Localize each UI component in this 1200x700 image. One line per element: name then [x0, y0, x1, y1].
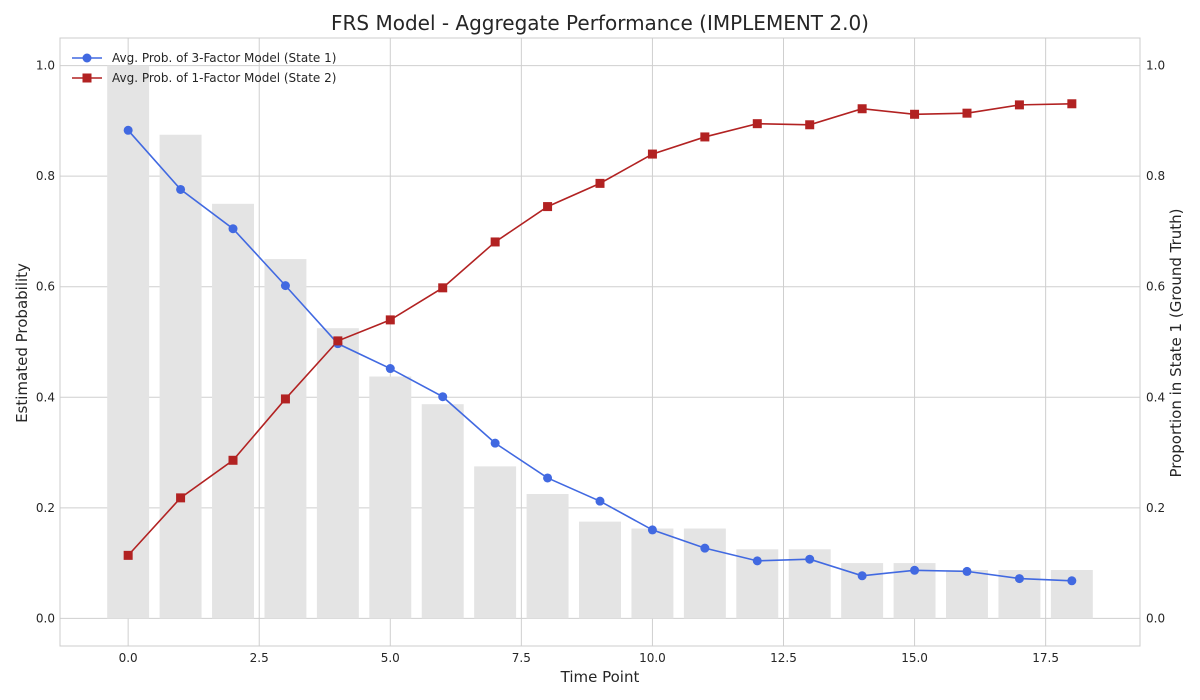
series-1-point — [910, 565, 920, 575]
legend-label-1: Avg. Prob. of 3-Factor Model (State 1) — [112, 51, 336, 65]
y-axis-label: Estimated Probability — [13, 263, 31, 423]
ground-truth-bar — [579, 521, 621, 619]
ground-truth-bar — [631, 528, 674, 619]
series-1-point — [490, 438, 500, 448]
y-tick-label: 0.4 — [36, 390, 55, 404]
y2-tick-layer: 0.0 0.2 0.4 0.6 0.8 1.0 — [1146, 59, 1165, 626]
series-2-point — [1014, 100, 1024, 110]
series-2-point — [438, 283, 448, 293]
series-1-point — [647, 525, 657, 535]
series-2-point — [123, 550, 133, 560]
series-2-point — [910, 109, 920, 119]
y-tick-label: 0.2 — [36, 501, 55, 515]
series-1-point — [280, 281, 290, 291]
series-2-point — [490, 237, 500, 247]
series-2-point — [280, 394, 290, 404]
x-tick-label: 10.0 — [639, 651, 666, 665]
legend: Avg. Prob. of 3-Factor Model (State 1) Av… — [72, 51, 336, 85]
chart-title: FRS Model - Aggregate Performance (IMPLE… — [331, 11, 869, 35]
y2-tick-label: 1.0 — [1146, 59, 1165, 73]
series-2-point — [752, 119, 762, 129]
y-tick-label: 0.8 — [36, 169, 55, 183]
ground-truth-bar — [159, 134, 202, 619]
ground-truth-bar — [683, 528, 726, 619]
y2-axis-label: Proportion in State 1 (Ground Truth) — [1167, 208, 1185, 477]
y-tick-label: 0.6 — [36, 280, 55, 294]
ground-truth-bar — [212, 203, 254, 619]
series-1-point — [1014, 574, 1024, 584]
series-1-point — [1067, 576, 1077, 586]
marker-layer — [123, 99, 1077, 586]
x-tick-layer: 0.0 2.5 5.0 7.5 10.0 12.5 15.0 17.5 — [119, 651, 1059, 665]
x-axis-label: Time Point — [560, 668, 640, 686]
series-1-point — [805, 554, 815, 564]
series-1-point — [228, 224, 238, 234]
series-2-point — [962, 108, 972, 118]
series-1-point — [176, 184, 186, 194]
x-tick-label: 2.5 — [250, 651, 269, 665]
series-2-point — [595, 178, 605, 188]
series-1-point — [123, 125, 133, 135]
legend-marker-2 — [82, 73, 92, 83]
series-1-point — [857, 571, 867, 581]
ground-truth-bar — [316, 328, 359, 619]
y2-tick-label: 0.6 — [1146, 280, 1165, 294]
ground-truth-bar — [526, 494, 569, 619]
x-tick-label: 12.5 — [770, 651, 797, 665]
series-2-point — [385, 315, 395, 325]
y-tick-label: 1.0 — [36, 59, 55, 73]
x-tick-label: 15.0 — [901, 651, 928, 665]
series-2-point — [176, 493, 186, 503]
x-tick-label: 5.0 — [381, 651, 400, 665]
y2-tick-label: 0.4 — [1146, 390, 1165, 404]
series-2-point — [333, 336, 343, 346]
x-tick-label: 0.0 — [119, 651, 138, 665]
series-2-point — [857, 104, 867, 114]
ground-truth-bar — [369, 376, 412, 619]
ground-truth-bar — [474, 466, 517, 619]
bar-layer — [107, 65, 1093, 619]
x-tick-label: 7.5 — [512, 651, 531, 665]
series-2-point — [543, 202, 553, 212]
series-1-point — [595, 496, 605, 506]
ground-truth-bar — [946, 570, 988, 619]
y2-tick-label: 0.8 — [1146, 169, 1165, 183]
legend-label-2: Avg. Prob. of 1-Factor Model (State 2) — [112, 71, 336, 85]
y2-tick-label: 0.0 — [1146, 611, 1165, 625]
series-1-point — [700, 543, 710, 553]
series-2-point — [805, 120, 815, 130]
series-1-point — [385, 364, 395, 374]
ground-truth-bar — [421, 404, 464, 619]
series-1-point — [962, 566, 972, 576]
series-2-point — [1067, 99, 1077, 109]
series-1-point — [752, 556, 762, 566]
ground-truth-bar — [264, 259, 307, 619]
y2-tick-label: 0.2 — [1146, 501, 1165, 515]
series-2-point — [647, 149, 657, 159]
series-2-point — [700, 132, 710, 142]
series-1-point — [438, 392, 448, 402]
y-tick-label: 0.0 — [36, 611, 55, 625]
series-1-point — [543, 473, 553, 483]
legend-marker-1 — [82, 53, 92, 63]
y-tick-layer: 0.0 0.2 0.4 0.6 0.8 1.0 — [36, 59, 55, 626]
plot-frame — [59, 37, 1141, 647]
series-2-point — [228, 455, 238, 465]
x-tick-label: 17.5 — [1032, 651, 1059, 665]
ground-truth-bar — [107, 65, 150, 619]
